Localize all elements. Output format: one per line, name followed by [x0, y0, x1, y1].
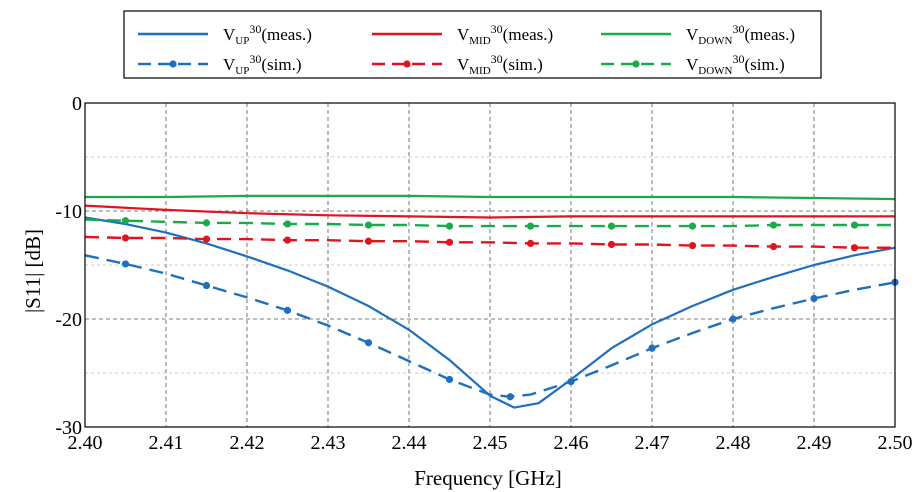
data-point	[688, 241, 697, 250]
data-point	[445, 375, 454, 384]
y-tick-label: -30	[55, 417, 82, 439]
data-point	[810, 294, 818, 303]
legend-label: VUP30(sim.)	[223, 52, 302, 77]
series-up-sim	[84, 254, 899, 401]
data-point	[506, 393, 514, 401]
data-point	[121, 217, 130, 225]
x-tick-label: 2.46	[554, 432, 589, 454]
legend-item-up-sim: VUP30(sim.)	[138, 52, 302, 77]
data-point	[648, 344, 656, 352]
x-tick-label: 2.45	[473, 432, 508, 454]
series-mid-meas	[84, 204, 895, 219]
y-axis-ticks: 0 -10 -20 -30	[55, 93, 82, 439]
x-axis-ticks: 2.40 2.41 2.42 2.43 2.44 2.45 2.46 2.47 2.48 2.49…	[68, 432, 913, 454]
series-mid-sim	[84, 234, 895, 252]
legend-item-down-sim: VDOWN30(sim.)	[601, 52, 785, 77]
legend-item-mid-meas: VMID30(meas.)	[372, 22, 553, 47]
series-line	[84, 235, 895, 249]
legend-label: VDOWN30(sim.)	[686, 52, 785, 77]
x-tick-label: 2.44	[392, 432, 427, 454]
legend-item-mid-sim: VMID30(sim.)	[372, 52, 543, 77]
series-line	[84, 204, 895, 219]
x-tick-label: 2.50	[878, 432, 913, 454]
data-point	[121, 234, 130, 242]
data-point	[202, 219, 211, 227]
x-tick-label: 2.49	[797, 432, 832, 454]
series-line	[84, 254, 896, 398]
data-point	[526, 222, 535, 230]
x-tick-label: 2.48	[716, 432, 751, 454]
legend-box	[123, 10, 822, 79]
data-point	[202, 235, 211, 243]
x-tick-label: 2.41	[149, 432, 184, 454]
series-up-meas	[84, 216, 896, 409]
data-point	[445, 222, 454, 230]
y-tick-label: -10	[55, 201, 82, 223]
data-point	[526, 239, 535, 247]
x-tick-label: 2.43	[311, 432, 346, 454]
data-point	[769, 221, 778, 229]
data-point	[202, 281, 211, 290]
data-point	[688, 222, 697, 230]
legend-item-down-meas: VDOWN30(meas.)	[601, 22, 795, 47]
series-down-sim	[84, 217, 895, 230]
data-point	[607, 222, 616, 230]
legend-label: VDOWN30(meas.)	[686, 22, 795, 47]
series-down-meas	[85, 194, 896, 201]
series-line	[84, 216, 896, 409]
data-point	[769, 243, 778, 251]
data-point	[364, 339, 373, 347]
y-tick-label: 0	[72, 93, 82, 115]
legend-marker	[403, 60, 411, 68]
data-point	[121, 260, 130, 268]
y-tick-label: -20	[55, 309, 82, 331]
data-point	[364, 221, 373, 229]
legend-label: VMID30(sim.)	[457, 52, 543, 77]
data-point	[283, 220, 292, 228]
legend-item-up-meas: VUP30(meas.)	[138, 22, 312, 47]
legend: VUP30(meas.) VMID30(meas.) VDOWN30(meas.) V…	[123, 10, 822, 79]
x-tick-label: 2.40	[68, 432, 103, 454]
data-point	[607, 240, 616, 249]
data-point	[850, 221, 859, 229]
x-tick-label: 2.42	[230, 432, 265, 454]
grid	[85, 103, 895, 427]
data-point	[850, 244, 859, 252]
legend-label: VUP30(meas.)	[223, 22, 312, 47]
series-line	[85, 194, 896, 201]
series-layer	[84, 194, 899, 409]
legend-marker	[169, 60, 177, 68]
data-point	[283, 236, 292, 244]
series-line	[84, 218, 895, 228]
data-point	[283, 306, 292, 314]
data-point	[364, 237, 373, 245]
data-point	[729, 315, 737, 323]
data-point	[567, 378, 575, 386]
legend-marker	[632, 60, 640, 68]
y-axis-label: |S11| [dB]	[21, 229, 45, 313]
x-tick-label: 2.47	[635, 432, 670, 454]
data-point	[445, 238, 454, 246]
plot-frame	[84, 102, 896, 428]
x-axis-label: Frequency [GHz]	[414, 466, 562, 490]
legend-label: VMID30(meas.)	[457, 22, 553, 47]
